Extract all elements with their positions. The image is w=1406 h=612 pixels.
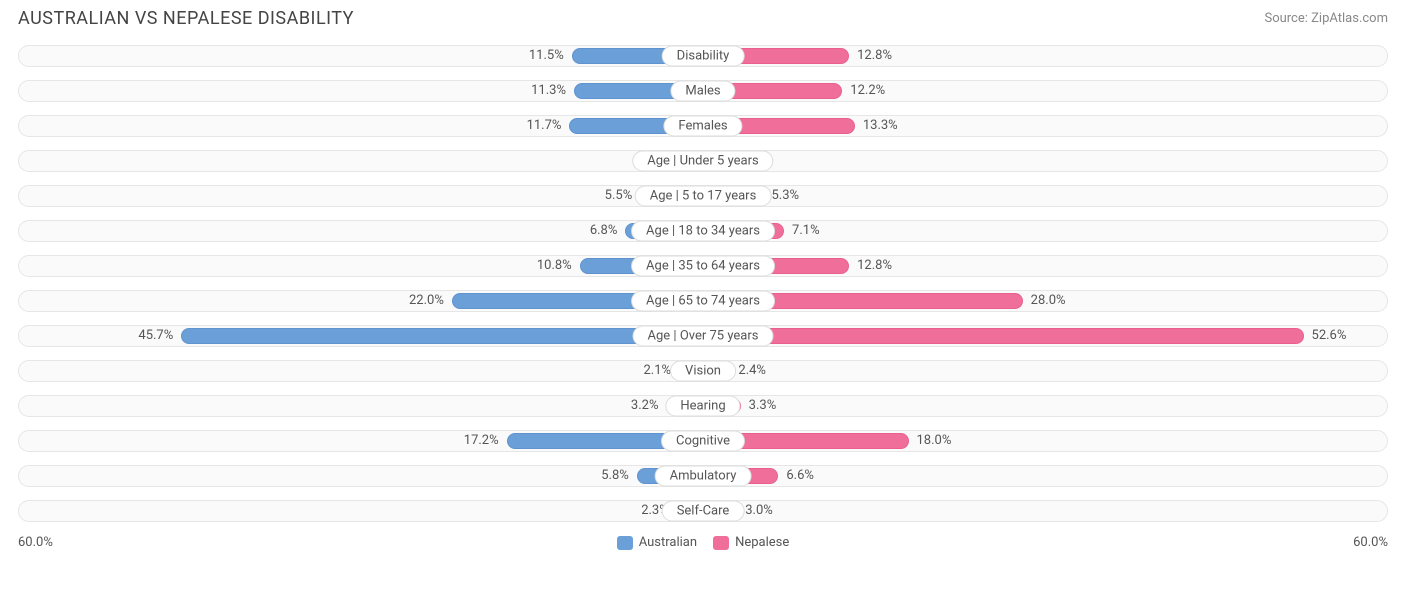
- row-left-half: 22.0%: [18, 293, 703, 309]
- category-label: Vision: [670, 360, 736, 381]
- row-left-half: 11.5%: [18, 48, 703, 64]
- legend-item-nepalese: Nepalese: [713, 535, 789, 550]
- chart-row: 45.7% 52.6% Age | Over 75 years: [18, 319, 1388, 352]
- row-left-half: 1.4%: [18, 153, 703, 169]
- axis-left-max: 60.0%: [18, 535, 53, 550]
- chart-row: 17.2% 18.0% Cognitive: [18, 424, 1388, 457]
- legend-swatch-nepalese: [713, 536, 729, 550]
- row-right-half: 7.1%: [703, 223, 1388, 239]
- chart-row: 3.2% 3.3%Hearing: [18, 389, 1388, 422]
- legend: Australian Nepalese: [617, 535, 790, 550]
- row-left-half: 2.3%: [18, 503, 703, 519]
- category-label: Self-Care: [662, 500, 745, 521]
- right-value: 2.4%: [730, 363, 774, 378]
- category-label: Cognitive: [661, 430, 745, 451]
- left-value: 10.8%: [529, 258, 580, 273]
- row-right-half: 2.4%: [703, 363, 1388, 379]
- category-label: Hearing: [665, 395, 740, 416]
- left-value: 6.8%: [582, 223, 626, 238]
- row-left-half: 2.1%: [18, 363, 703, 379]
- category-label: Age | Under 5 years: [632, 150, 773, 171]
- left-value: 11.7%: [519, 118, 570, 133]
- row-right-half: 6.6%: [703, 468, 1388, 484]
- left-value: 3.2%: [623, 398, 667, 413]
- category-label: Age | 5 to 17 years: [635, 185, 772, 206]
- row-left-half: 17.2%: [18, 433, 703, 449]
- row-left-half: 10.8%: [18, 258, 703, 274]
- row-right-half: 0.97%: [703, 153, 1388, 169]
- category-label: Disability: [662, 45, 745, 66]
- legend-label-australian: Australian: [639, 535, 697, 550]
- right-value: 3.3%: [741, 398, 785, 413]
- category-label: Males: [670, 80, 735, 101]
- right-value: 6.6%: [778, 468, 822, 483]
- row-right-half: 3.0%: [703, 503, 1388, 519]
- left-value: 11.3%: [523, 83, 574, 98]
- category-label: Ambulatory: [655, 465, 752, 486]
- chart-row: 11.3% 12.2% Males: [18, 74, 1388, 107]
- left-value: 5.8%: [593, 468, 637, 483]
- row-right-half: 52.6%: [703, 328, 1388, 344]
- row-right-half: 3.3%: [703, 398, 1388, 414]
- diverging-bar-chart: 11.5% 12.8% Disability 11.3% 12.2% Males 11.7%…: [18, 35, 1388, 531]
- right-value: 12.2%: [842, 83, 893, 98]
- row-right-half: 13.3%: [703, 118, 1388, 134]
- chart-row: 1.4%0.97%Age | Under 5 years: [18, 144, 1388, 177]
- left-value: 5.5%: [597, 188, 641, 203]
- right-bar: [703, 328, 1304, 344]
- chart-row: 10.8% 12.8% Age | 35 to 64 years: [18, 249, 1388, 282]
- category-label: Age | 65 to 74 years: [631, 290, 775, 311]
- row-right-half: 18.0%: [703, 433, 1388, 449]
- chart-row: 11.7% 13.3% Females: [18, 109, 1388, 142]
- chart-row: 11.5% 12.8% Disability: [18, 39, 1388, 72]
- chart-row: 22.0% 28.0% Age | 65 to 74 years: [18, 284, 1388, 317]
- row-right-half: 12.2%: [703, 83, 1388, 99]
- row-left-half: 45.7%: [18, 328, 703, 344]
- row-left-half: 11.3%: [18, 83, 703, 99]
- category-label: Age | Over 75 years: [633, 325, 774, 346]
- category-label: Age | 18 to 34 years: [631, 220, 775, 241]
- row-left-half: 6.8%: [18, 223, 703, 239]
- chart-row: 6.8% 7.1% Age | 18 to 34 years: [18, 214, 1388, 247]
- right-value: 18.0%: [909, 433, 960, 448]
- left-value: 22.0%: [401, 293, 452, 308]
- left-bar: [181, 328, 703, 344]
- category-label: Females: [663, 115, 742, 136]
- category-label: Age | 35 to 64 years: [631, 255, 775, 276]
- row-left-half: 11.7%: [18, 118, 703, 134]
- row-left-half: 5.8%: [18, 468, 703, 484]
- chart-title: AUSTRALIAN VS NEPALESE DISABILITY: [18, 8, 354, 29]
- right-value: 12.8%: [849, 258, 900, 273]
- legend-item-australian: Australian: [617, 535, 697, 550]
- chart-row: 5.5% 5.3%Age | 5 to 17 years: [18, 179, 1388, 212]
- right-value: 28.0%: [1023, 293, 1074, 308]
- row-left-half: 5.5%: [18, 188, 703, 204]
- right-value: 7.1%: [784, 223, 828, 238]
- legend-label-nepalese: Nepalese: [735, 535, 789, 550]
- left-value: 45.7%: [130, 328, 181, 343]
- source-attribution: Source: ZipAtlas.com: [1264, 11, 1388, 26]
- right-value: 13.3%: [855, 118, 906, 133]
- chart-row: 2.3%3.0%Self-Care: [18, 494, 1388, 527]
- right-value: 52.6%: [1304, 328, 1355, 343]
- row-right-half: 5.3%: [703, 188, 1388, 204]
- chart-row: 2.1% 2.4%Vision: [18, 354, 1388, 387]
- row-right-half: 12.8%: [703, 258, 1388, 274]
- row-left-half: 3.2%: [18, 398, 703, 414]
- chart-row: 5.8% 6.6% Ambulatory: [18, 459, 1388, 492]
- left-value: 17.2%: [456, 433, 507, 448]
- row-right-half: 12.8%: [703, 48, 1388, 64]
- legend-swatch-australian: [617, 536, 633, 550]
- right-value: 12.8%: [849, 48, 900, 63]
- left-value: 11.5%: [521, 48, 572, 63]
- row-right-half: 28.0%: [703, 293, 1388, 309]
- axis-right-max: 60.0%: [1353, 535, 1388, 550]
